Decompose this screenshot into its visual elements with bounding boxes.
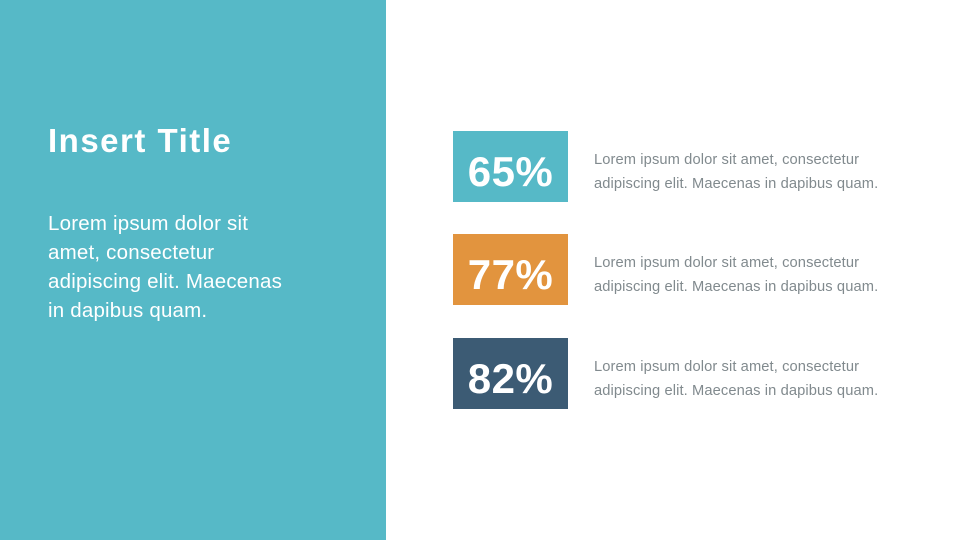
stat-value: 65% bbox=[467, 147, 554, 195]
stat-row-1: 65% Lorem ipsum dolor sit amet, consecte… bbox=[453, 131, 878, 202]
stat-value: 77% bbox=[467, 250, 554, 298]
title-panel: Insert Title Lorem ipsum dolor sit amet,… bbox=[0, 0, 386, 540]
slide-body-text: Lorem ipsum dolor sit amet, consectetur … bbox=[48, 212, 283, 322]
stat-box-77: 77% bbox=[453, 234, 568, 305]
stat-description: Lorem ipsum dolor sit amet, consectetur … bbox=[594, 252, 878, 299]
stat-description: Lorem ipsum dolor sit amet, consectetur … bbox=[594, 356, 878, 403]
stat-description: Lorem ipsum dolor sit amet, consectetur … bbox=[594, 149, 878, 196]
slide-title: Insert Title bbox=[48, 122, 233, 159]
stat-box-82: 82% bbox=[453, 338, 568, 409]
stat-description-line: adipiscing elit. Maecenas in dapibus qua… bbox=[594, 382, 879, 399]
stat-box-65: 65% bbox=[453, 131, 568, 202]
stat-description-line: Lorem ipsum dolor sit amet, consectetur bbox=[594, 152, 860, 168]
stat-description-line: Lorem ipsum dolor sit amet, consectetur bbox=[594, 255, 860, 271]
stat-row-3: 82% Lorem ipsum dolor sit amet, consecte… bbox=[453, 338, 878, 409]
stat-description-line: adipiscing elit. Maecenas in dapibus qua… bbox=[594, 175, 879, 192]
stat-description-line: Lorem ipsum dolor sit amet, consectetur bbox=[594, 359, 860, 375]
stat-description-line: adipiscing elit. Maecenas in dapibus qua… bbox=[594, 278, 879, 295]
stat-row-2: 77% Lorem ipsum dolor sit amet, consecte… bbox=[453, 234, 878, 305]
stat-value: 82% bbox=[467, 354, 554, 402]
